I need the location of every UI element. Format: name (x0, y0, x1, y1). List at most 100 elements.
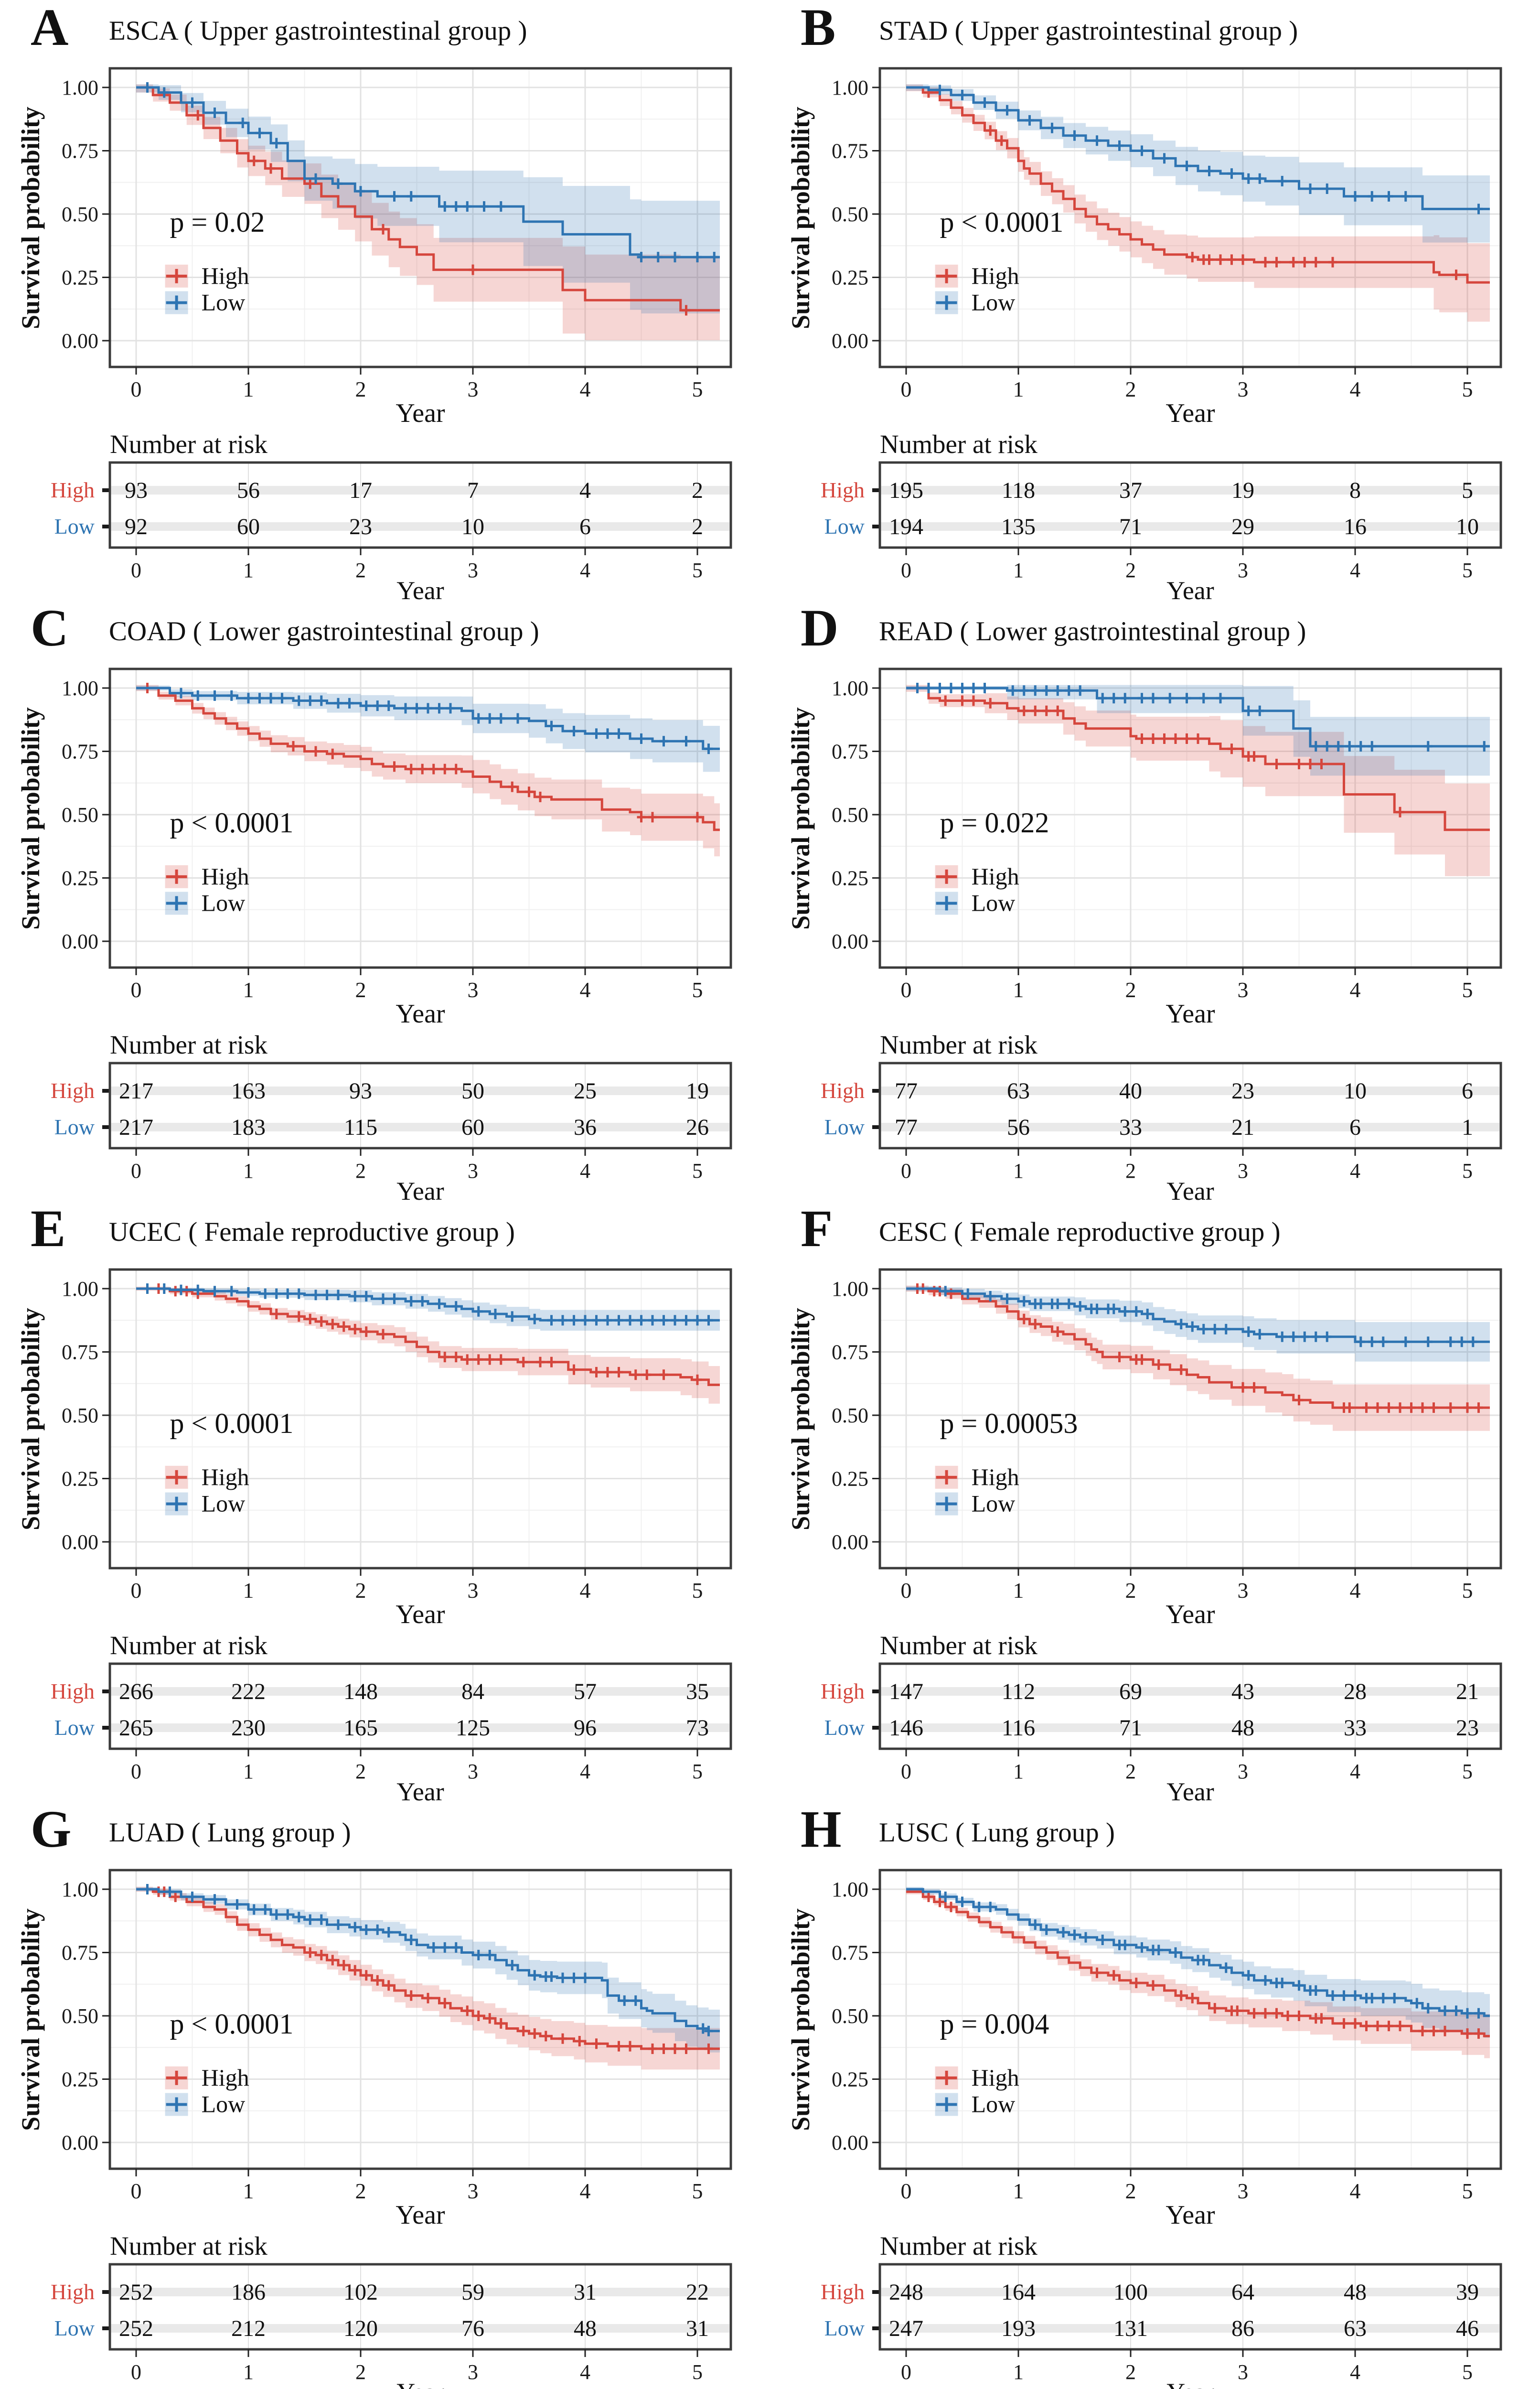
risk-x-tick-label: 5 (692, 1760, 703, 1783)
x-tick-label: 0 (901, 377, 912, 401)
legend-label-low: Low (972, 890, 1016, 916)
panel-letter: D (801, 601, 839, 657)
x-tick-label: 4 (1350, 377, 1361, 401)
risk-row-label-high: High (821, 1078, 865, 1103)
risk-count: 86 (1231, 2316, 1254, 2341)
y-axis-title: Survival probability (16, 1908, 45, 2131)
risk-count: 35 (686, 1679, 709, 1704)
y-tick-label: 0.25 (832, 1467, 868, 1491)
panel-letter: C (31, 601, 69, 657)
risk-row-stripe (111, 1723, 729, 1732)
risk-count: 165 (343, 1715, 378, 1741)
x-tick-label: 1 (1013, 1578, 1024, 1603)
x-tick-label: 1 (243, 978, 254, 1002)
risk-count: 194 (889, 514, 923, 539)
legend-label-high: High (972, 863, 1019, 890)
risk-count: 28 (1344, 1679, 1367, 1704)
x-tick-label: 5 (1462, 1578, 1473, 1603)
y-tick-label: 1.00 (832, 76, 868, 99)
risk-table-heading: Number at risk (110, 1030, 267, 1059)
risk-count: 193 (1001, 2316, 1036, 2341)
risk-count: 252 (119, 2316, 153, 2341)
p-value-label: p = 0.00053 (940, 1408, 1078, 1439)
y-tick-label: 0.50 (62, 803, 98, 827)
risk-table: High 248 164 100 64 48 39 Low 247 193 131 86 63 46 0 1 2… (821, 2263, 1502, 2389)
km-curve-high (906, 86, 1490, 284)
x-tick-label: 1 (243, 1578, 254, 1603)
y-tick-label: 0.50 (832, 1404, 868, 1427)
legend-label-high: High (202, 1464, 249, 1490)
risk-x-tick-label: 4 (580, 1159, 590, 1183)
survival-plot: 0 1 2 3 4 5 1.00 0.75 0.50 0.25 0.00 Year Survival p… (786, 1869, 1502, 2227)
panel-title: UCEC ( Female reproductive group ) (109, 1217, 515, 1247)
risk-x-axis-title: Year (1166, 1177, 1214, 1201)
y-tick-label: 0.75 (62, 140, 98, 163)
y-tick-label: 0.50 (832, 203, 868, 226)
risk-count: 92 (125, 514, 148, 539)
x-tick-label: 3 (468, 377, 479, 401)
risk-count: 22 (686, 2280, 709, 2305)
risk-x-tick-label: 0 (901, 1159, 911, 1183)
risk-row-stripe (881, 486, 1499, 495)
risk-x-axis-title: Year (396, 1777, 444, 1802)
risk-count: 17 (349, 478, 372, 503)
risk-table-border (878, 461, 1502, 549)
risk-row-stripe (111, 522, 729, 531)
risk-count: 25 (574, 1078, 597, 1104)
y-tick-label: 1.00 (832, 1878, 868, 1901)
y-axis-title: Survival probability (16, 707, 45, 930)
risk-x-tick-label: 5 (692, 2360, 703, 2384)
risk-row-tick (872, 1726, 879, 1730)
risk-count: 222 (231, 1679, 266, 1704)
y-tick-label: 0.00 (832, 930, 868, 953)
risk-table-border (878, 2263, 1502, 2351)
x-axis-title: Year (396, 398, 445, 425)
legend-label-low: Low (202, 289, 246, 316)
ci-band-high (906, 1285, 1490, 1431)
y-tick-label: 0.75 (62, 740, 98, 764)
risk-x-tick-label: 3 (468, 1760, 478, 1783)
risk-count: 10 (461, 514, 484, 539)
ci-band-high (136, 84, 720, 340)
risk-count: 217 (119, 1115, 153, 1140)
risk-x-tick-label: 1 (243, 1760, 254, 1783)
plot-border (108, 1869, 732, 2170)
y-tick-label: 0.00 (62, 329, 98, 353)
legend-label-low: Low (202, 890, 246, 916)
risk-row-tick (102, 2326, 109, 2330)
risk-count: 147 (889, 1679, 923, 1704)
risk-x-tick-label: 3 (1238, 1760, 1248, 1783)
x-tick-label: 2 (355, 2179, 366, 2203)
legend-label-high: High (972, 262, 1019, 289)
p-value-label: p < 0.0001 (170, 1408, 294, 1439)
y-tick-label: 0.25 (832, 266, 868, 290)
risk-count: 43 (1231, 1679, 1254, 1704)
risk-row-label-low: Low (54, 514, 95, 538)
p-value-label: p < 0.0001 (940, 206, 1064, 238)
risk-x-tick-label: 3 (468, 559, 478, 582)
risk-row-stripe (111, 1123, 729, 1131)
risk-row-label-low: Low (824, 1715, 865, 1740)
risk-table: High 195 118 37 19 8 5 Low 194 135 71 29 16 10 0 1 2 3 4 5 Y… (821, 461, 1502, 601)
y-tick-label: 0.00 (832, 329, 868, 353)
plot-border (108, 1268, 732, 1570)
x-tick-label: 0 (901, 978, 912, 1002)
risk-count: 248 (889, 2280, 923, 2305)
y-tick-label: 1.00 (62, 677, 98, 700)
survival-plot-wrap: 0 1 2 3 4 5 1.00 0.75 0.50 0.25 0.00 Year Survival p… (0, 1863, 770, 2227)
y-axis-title: Survival probability (786, 1308, 815, 1530)
y-tick-label: 0.00 (62, 1530, 98, 1554)
x-tick-label: 5 (692, 377, 703, 401)
risk-x-tick-label: 2 (355, 2360, 366, 2384)
x-tick-label: 1 (243, 2179, 254, 2203)
risk-x-tick-label: 0 (901, 559, 911, 582)
plot-border (108, 667, 732, 969)
risk-count: 77 (895, 1115, 918, 1140)
risk-count: 112 (1002, 1679, 1035, 1704)
x-tick-label: 2 (1125, 2179, 1136, 2203)
risk-x-axis-title: Year (1166, 2378, 1214, 2389)
y-tick-label: 1.00 (62, 1878, 98, 1901)
risk-row-tick (102, 525, 109, 528)
